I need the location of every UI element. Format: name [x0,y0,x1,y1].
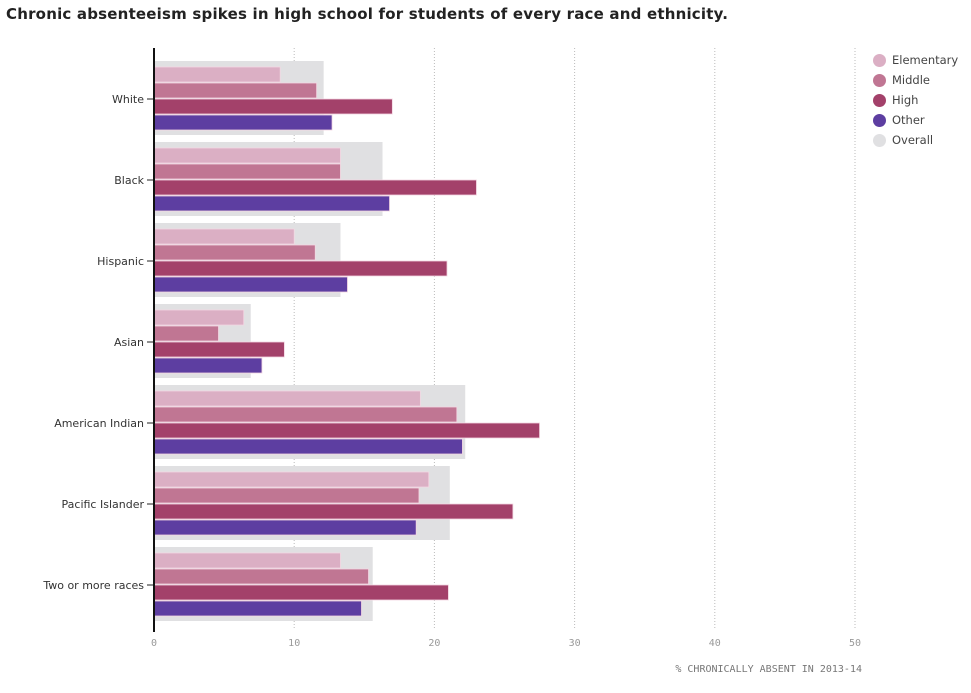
chart-title: Chronic absenteeism spikes in high schoo… [6,5,729,23]
bar-other [153,600,362,617]
legend-label: Overall [892,133,934,147]
bar-middle [153,244,316,261]
legend-swatch [873,73,886,87]
bar-middle [153,82,318,99]
bar-middle [153,568,369,585]
legend-item-middle: Middle [873,70,958,90]
bar-other [153,519,417,536]
bar-elementary [153,147,341,164]
legend-swatch [873,53,886,67]
legend-label: Middle [892,73,930,87]
legend-swatch [873,113,886,127]
x-tick-label: 10 [288,638,300,649]
category-label: White [112,93,144,106]
bar-elementary [153,228,295,245]
bar-middle [153,163,341,180]
bar-other [153,276,348,293]
bar-high [153,422,540,439]
bar-other [153,195,390,212]
x-axis-label: % CHRONICALLY ABSENT IN 2013-14 [675,664,862,675]
category-label: American Indian [54,417,144,430]
bar-high [153,98,393,115]
bar-elementary [153,66,281,83]
legend-label: Other [892,113,925,127]
bar-high [153,341,285,358]
bar-high [153,584,449,601]
bar-other [153,114,333,131]
legend-label: High [892,93,919,107]
legend-label: Elementary [892,53,959,67]
legend-item-elementary: Elementary [873,50,958,70]
bar-elementary [153,552,341,569]
bar-high [153,260,448,277]
bar-high [153,179,477,196]
bar-middle [153,406,458,423]
x-tick-label: 40 [709,638,721,649]
category-label: Black [114,174,144,187]
legend-item-other: Other [873,110,958,130]
category-label: Pacific Islander [62,498,145,511]
category-label: Asian [114,336,144,349]
legend-swatch [873,133,886,147]
legend-swatch [873,93,886,107]
bar-middle [153,487,420,504]
bar-middle [153,325,219,342]
bar-other [153,438,463,455]
bar-elementary [153,309,245,326]
x-tick-label: 20 [428,638,440,649]
bar-other [153,357,263,374]
bar-elementary [153,390,421,407]
category-label: Hispanic [97,255,144,268]
bar-elementary [153,471,430,488]
x-tick-label: 50 [849,638,861,649]
x-tick-label: 0 [151,638,157,649]
bar-high [153,503,514,520]
legend: Elementary Middle High Other Overall [873,50,958,150]
legend-item-overall: Overall [873,130,958,150]
x-tick-label: 30 [569,638,581,649]
legend-item-high: High [873,90,958,110]
category-label: Two or more races [42,579,144,592]
